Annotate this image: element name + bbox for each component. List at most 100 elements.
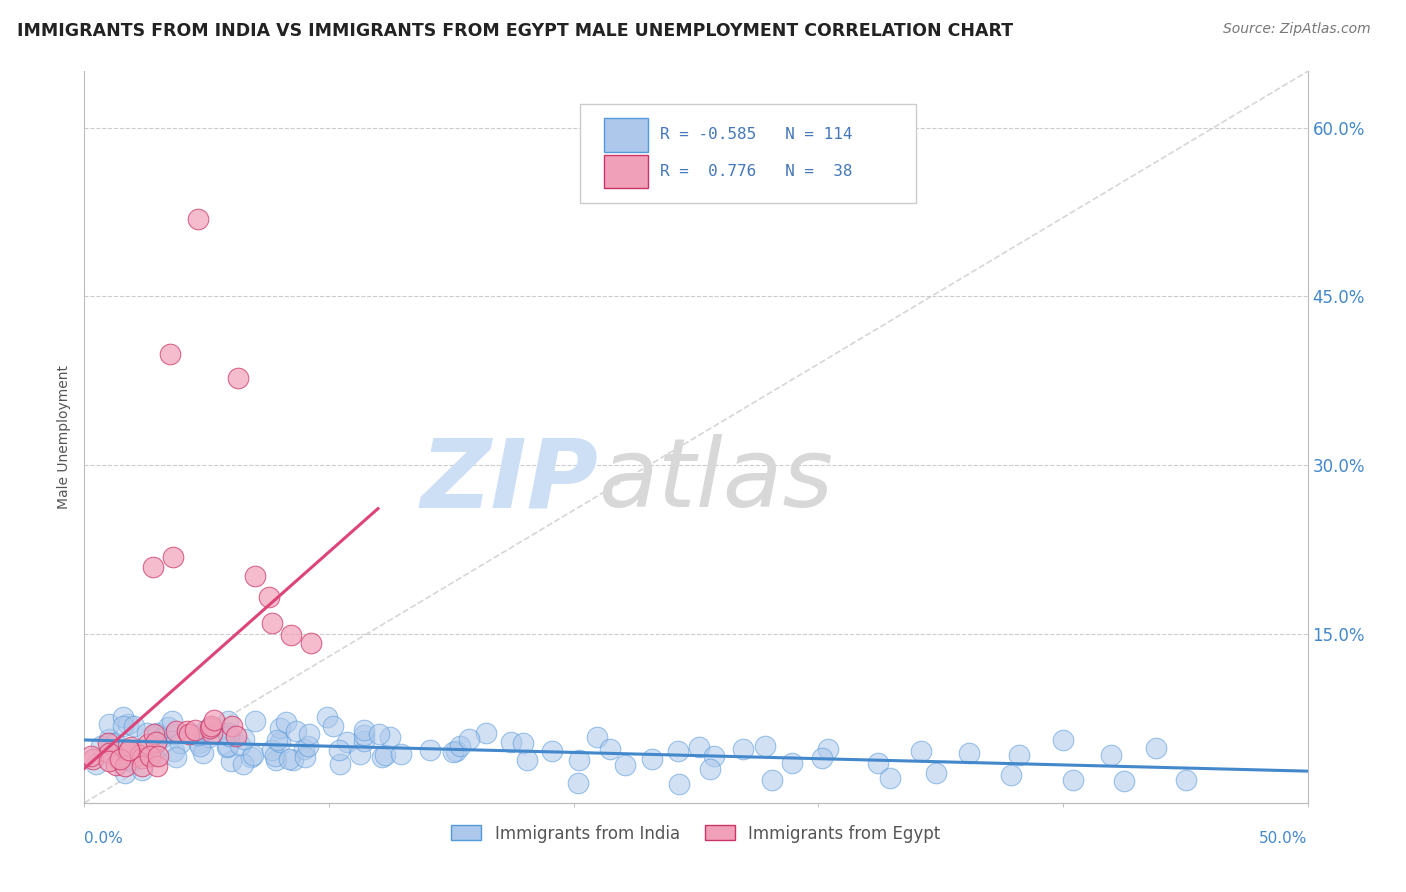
Point	[329, 756, 352, 771]
Point	[371, 750, 394, 764]
Point	[1062, 772, 1084, 787]
Point	[688, 740, 710, 755]
Point	[754, 739, 776, 753]
Point	[641, 752, 664, 766]
Point	[666, 744, 689, 758]
Point	[97, 736, 120, 750]
Point	[761, 773, 783, 788]
Point	[114, 742, 136, 756]
Point	[187, 211, 209, 226]
Point	[229, 739, 252, 753]
Point	[128, 748, 150, 763]
Point	[218, 729, 240, 743]
Point	[699, 762, 721, 776]
FancyBboxPatch shape	[579, 104, 917, 203]
Point	[353, 733, 375, 747]
Point	[449, 739, 471, 753]
Legend: Immigrants from India, Immigrants from Egypt: Immigrants from India, Immigrants from E…	[444, 818, 948, 849]
Point	[879, 771, 901, 785]
Point	[512, 736, 534, 750]
Point	[315, 710, 337, 724]
Point	[84, 756, 107, 771]
Point	[811, 751, 834, 765]
Point	[516, 753, 538, 767]
Point	[868, 756, 890, 770]
Point	[136, 737, 159, 751]
Point	[668, 776, 690, 790]
Point	[98, 717, 121, 731]
Point	[1144, 741, 1167, 756]
Point	[299, 636, 322, 650]
Point	[80, 749, 103, 764]
Point	[131, 763, 153, 777]
Point	[1008, 748, 1031, 763]
Point	[177, 727, 200, 741]
Point	[156, 720, 179, 734]
Point	[264, 753, 287, 767]
Point	[475, 726, 498, 740]
Point	[242, 747, 264, 762]
Point	[567, 776, 589, 790]
Point	[957, 747, 980, 761]
Text: R = -0.585   N = 114: R = -0.585 N = 114	[661, 128, 853, 143]
Point	[458, 732, 481, 747]
Point	[98, 732, 121, 747]
Point	[159, 347, 181, 361]
Point	[269, 735, 291, 749]
Point	[243, 569, 266, 583]
Point	[780, 756, 803, 771]
Point	[89, 739, 111, 753]
Point	[294, 750, 316, 764]
Point	[243, 714, 266, 728]
Point	[349, 747, 371, 761]
Point	[441, 744, 464, 758]
Point	[110, 752, 132, 766]
Point	[122, 747, 145, 761]
Point	[104, 757, 127, 772]
Point	[328, 743, 350, 757]
Point	[82, 752, 104, 766]
Point	[262, 743, 284, 757]
Point	[226, 370, 249, 384]
Point	[367, 727, 389, 741]
Point	[257, 590, 280, 604]
Point	[266, 732, 288, 747]
Point	[219, 755, 242, 769]
Point	[585, 731, 607, 745]
Point	[232, 732, 254, 747]
Point	[200, 719, 222, 733]
Text: Source: ZipAtlas.com: Source: ZipAtlas.com	[1223, 22, 1371, 37]
Point	[599, 742, 621, 756]
Point	[501, 735, 523, 749]
Point	[187, 728, 209, 742]
Point	[142, 727, 165, 741]
Point	[195, 723, 218, 737]
Point	[221, 719, 243, 733]
Point	[163, 743, 186, 757]
FancyBboxPatch shape	[605, 154, 648, 188]
Point	[284, 724, 307, 739]
Point	[297, 739, 319, 754]
Point	[162, 549, 184, 564]
Point	[131, 751, 153, 765]
Point	[239, 749, 262, 764]
Point	[114, 765, 136, 780]
Point	[817, 741, 839, 756]
Point	[910, 744, 932, 758]
Point	[146, 726, 169, 740]
Point	[120, 755, 142, 769]
Point	[117, 745, 139, 759]
Point	[165, 724, 187, 739]
Point	[122, 719, 145, 733]
Point	[165, 727, 187, 741]
Point	[202, 713, 225, 727]
Point	[120, 739, 142, 754]
Point	[104, 736, 127, 750]
Point	[568, 753, 591, 767]
Point	[139, 749, 162, 764]
Point	[232, 757, 254, 772]
Point	[146, 728, 169, 742]
Point	[298, 727, 321, 741]
Point	[274, 714, 297, 729]
Point	[176, 723, 198, 738]
